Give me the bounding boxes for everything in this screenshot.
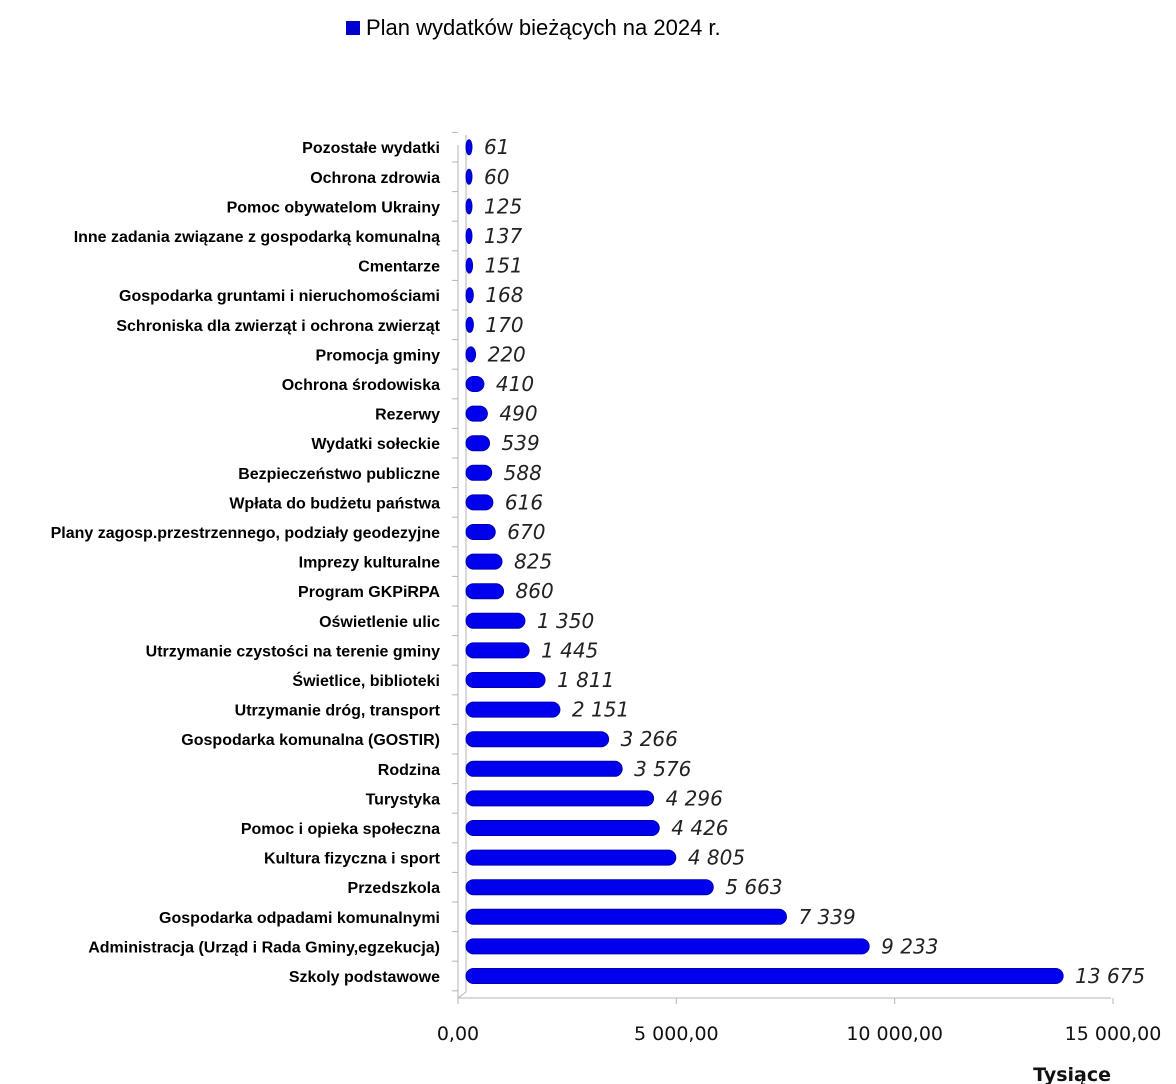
bar: [465, 938, 870, 955]
category-label: Ochrona środowiska: [282, 377, 440, 394]
category-label: Pomoc i opieka społeczna: [241, 821, 440, 838]
category-label: Oświetlenie ulic: [319, 614, 440, 631]
bar: [465, 376, 485, 392]
legend-label: Plan wydatków bieżących na 2024 r.: [366, 15, 721, 40]
data-label: 9 233: [881, 934, 938, 958]
bar: [465, 642, 530, 659]
category-label: Cmentarze: [358, 259, 440, 276]
bar: [465, 405, 488, 422]
legend-swatch: [346, 21, 360, 35]
data-label: 490: [499, 402, 537, 426]
axis-corner-line: [457, 991, 467, 999]
bar: [465, 879, 714, 896]
data-label: 7 339: [798, 905, 855, 929]
category-label: Wpłata do budżetu państwa: [229, 495, 440, 512]
data-label: 1 811: [557, 668, 614, 692]
category-label: Imprezy kulturalne: [299, 555, 440, 572]
x-tick-label: 5 000,00: [634, 1023, 719, 1045]
category-label: Ochrona zdrowia: [310, 170, 440, 187]
category-label: Pomoc obywatelom Ukrainy: [227, 199, 440, 216]
category-label: Wydatki sołeckie: [311, 436, 440, 453]
data-label: 410: [496, 372, 534, 396]
data-label: 61: [484, 135, 509, 159]
data-label: 3 266: [621, 727, 678, 751]
bar: [465, 139, 473, 156]
bar: [465, 168, 473, 185]
data-label: 4 805: [688, 846, 745, 870]
category-label: Szkoly podstawowe: [289, 969, 440, 986]
category-label: Rezerwy: [375, 407, 440, 424]
data-label: 825: [514, 550, 552, 574]
bar: [465, 612, 526, 629]
data-label: 1 445: [541, 638, 598, 662]
bar: [465, 524, 496, 540]
bar: [465, 435, 491, 452]
data-label: 3 576: [634, 757, 691, 781]
x-tick-label: 0,00: [437, 1023, 479, 1045]
bar: [465, 968, 1064, 984]
data-label: 4 296: [666, 786, 723, 810]
legend: Plan wydatków bieżących na 2024 r.: [346, 14, 721, 42]
bar: [465, 464, 493, 481]
category-label: Promocja gminy: [316, 347, 441, 364]
bar: [465, 553, 503, 570]
data-label: 860: [516, 579, 554, 603]
data-label: 5 663: [725, 875, 782, 899]
category-label: Utrzymanie czystości na terenie gminy: [146, 643, 440, 660]
data-label: 220: [488, 342, 526, 366]
category-label: Schroniska dla zwierząt i ochrona zwierz…: [116, 318, 440, 335]
data-label: 168: [485, 283, 523, 307]
bar: [465, 672, 546, 688]
category-label: Pozostałe wydatki: [302, 140, 440, 157]
category-label: Plany zagosp.przestrzennego, podziały ge…: [51, 525, 441, 542]
data-label: 539: [502, 431, 540, 455]
data-label: 588: [504, 461, 542, 485]
bar: [465, 760, 623, 777]
category-label: Bezpieczeństwo publiczne: [238, 466, 440, 483]
bar: [465, 820, 660, 836]
bar: [465, 257, 474, 274]
bar: [465, 790, 655, 807]
data-label: 1 350: [537, 609, 594, 633]
category-label: Turystyka: [366, 791, 441, 808]
data-label: 170: [485, 313, 523, 337]
x-tick-label: 10 000,00: [846, 1023, 943, 1045]
data-label: 616: [505, 490, 543, 514]
x-unit-label: Tysiące: [1033, 1064, 1111, 1084]
category-label: Kultura fizyczna i sport: [264, 851, 441, 868]
category-label: Gospodarka gruntami i nieruchomościami: [119, 288, 440, 305]
bar: [465, 849, 677, 866]
data-label: 60: [484, 165, 509, 189]
bar: [465, 908, 787, 925]
bar: [465, 346, 477, 363]
x-tick-label: 15 000,00: [1065, 1023, 1162, 1045]
data-label: 670: [507, 520, 545, 544]
category-label: Program GKPiRPA: [298, 584, 440, 601]
category-label: Gospodarka komunalna (GOSTIR): [181, 732, 440, 749]
data-label: 125: [484, 194, 522, 218]
category-label: Przedszkola: [348, 880, 441, 897]
bar: [465, 701, 561, 718]
bar: [465, 316, 474, 333]
bar: [465, 583, 505, 600]
bar: [465, 287, 474, 304]
bar: [465, 228, 473, 244]
data-label: 2 151: [572, 698, 629, 722]
bar: [465, 731, 610, 748]
bar: [465, 198, 473, 215]
category-label: Świetlice, biblioteki: [292, 671, 440, 690]
category-label: Administracja (Urząd i Rada Gminy,egzeku…: [88, 939, 440, 956]
category-label: Rodzina: [378, 762, 440, 779]
category-label: Inne zadania związane z gospodarką komun…: [74, 229, 440, 246]
data-label: 137: [484, 224, 522, 248]
bar: [465, 494, 494, 511]
data-label: 4 426: [671, 816, 728, 840]
category-label: Gospodarka odpadami komunalnymi: [159, 910, 440, 927]
data-label: 151: [485, 254, 523, 278]
category-label: Utrzymanie dróg, transport: [235, 703, 441, 720]
data-label: 13 675: [1075, 964, 1145, 988]
